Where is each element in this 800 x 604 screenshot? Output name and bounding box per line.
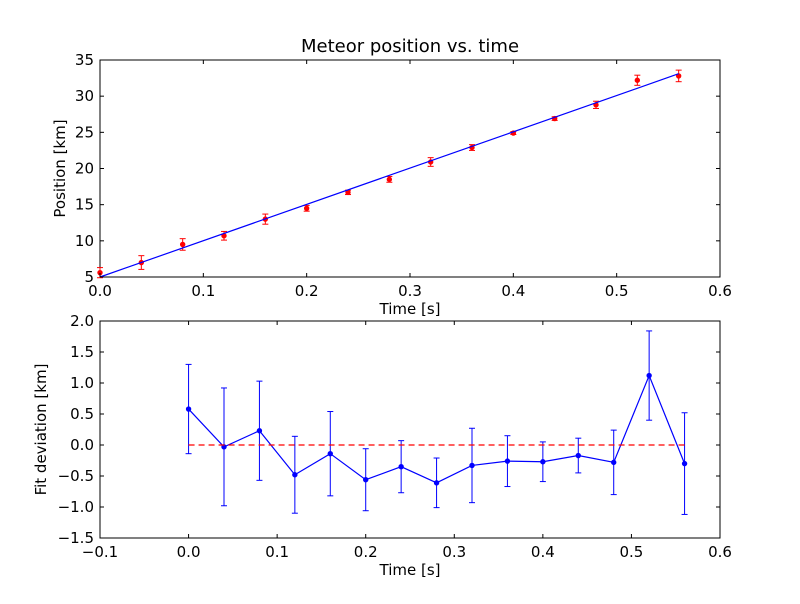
data-point: [681, 460, 688, 467]
y-tick-label: 35: [75, 51, 94, 69]
y-axis-label: Fit deviation [km]: [32, 364, 50, 496]
y-tick-label: −1.5: [58, 529, 94, 547]
y-tick-label: 0.0: [70, 436, 94, 454]
y-tick-label: 15: [75, 196, 94, 214]
data-layer: [97, 69, 682, 279]
x-tick-label: 0.5: [619, 543, 643, 561]
data-point: [386, 176, 393, 183]
y-tick-label: −0.5: [58, 467, 94, 485]
data-point: [675, 73, 682, 79]
data-point: [469, 462, 475, 469]
y-tick-label: 25: [75, 123, 94, 141]
x-tick-label: 0.3: [442, 543, 466, 561]
x-tick-label: 0.6: [708, 543, 732, 561]
residual-plot: −0.1 0.0 0.1 0.2 0.3 0.4 0.5 0.6 −1.5 −1.0 −0.5 0.0…: [32, 312, 732, 579]
x-axis-label: Time [s]: [379, 300, 441, 318]
data-point: [179, 241, 186, 248]
x-tick-label: 0.2: [295, 282, 319, 300]
position-plot: 0.0 0.1 0.2 0.3 0.4 0.5 0.6 5 10 15 20 25 30 35 Time […: [51, 36, 732, 318]
y-axis-label: Position [km]: [51, 119, 69, 217]
data-point: [292, 472, 298, 478]
x-axis-label: Time [s]: [379, 561, 441, 579]
data-point: [634, 77, 641, 83]
data-point: [256, 428, 263, 434]
y-tick-label: 5: [84, 268, 94, 286]
x-tick-label: 0.4: [501, 282, 525, 300]
data-point: [363, 477, 369, 483]
x-tick-label: 0.2: [354, 543, 378, 561]
data-point: [646, 372, 652, 379]
chart-title: Meteor position vs. time: [301, 36, 519, 57]
y-tick-label: −1.0: [58, 498, 94, 516]
y-tick-label: 1.5: [70, 343, 94, 361]
data-point: [504, 458, 511, 464]
x-tick-label: 0.1: [265, 543, 289, 561]
x-tick-label: 0.0: [177, 543, 201, 561]
x-tick-label: 0.6: [708, 282, 732, 300]
x-tick-label: 0.1: [191, 282, 215, 300]
data-point: [433, 480, 440, 486]
data-layer: [185, 330, 688, 515]
y-tick-label: 20: [75, 160, 94, 178]
fit-line: [99, 73, 679, 278]
data-point: [327, 450, 333, 457]
x-tick-label: 0.5: [605, 282, 629, 300]
data-point: [398, 464, 404, 470]
y-tick-label: 30: [75, 87, 94, 105]
x-tick-label: 0.0: [88, 282, 112, 300]
y-tick-label: 2.0: [70, 312, 94, 330]
data-point: [185, 406, 192, 412]
x-tick-label: −0.1: [82, 543, 118, 561]
data-point: [611, 459, 617, 466]
y-tick-label: 10: [75, 232, 94, 250]
y-tick-label: 0.5: [70, 405, 94, 423]
y-tick-label: 1.0: [70, 374, 94, 392]
x-tick-label: 0.3: [398, 282, 422, 300]
x-tick-label: 0.4: [531, 543, 555, 561]
data-point: [575, 452, 581, 459]
data-point: [540, 459, 546, 465]
axes-frame: [99, 320, 721, 539]
data-point: [303, 205, 310, 211]
